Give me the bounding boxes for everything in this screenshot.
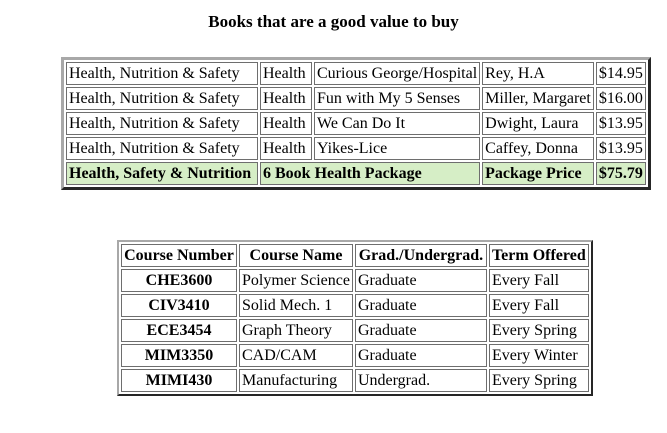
header-course-number: Course Number xyxy=(121,244,237,267)
book-title-cell: We Can Do It xyxy=(314,112,481,135)
book-author-cell: Miller, Margaret xyxy=(482,87,594,110)
course-number-cell: CIV3410 xyxy=(121,294,237,317)
course-term-cell: Every Spring xyxy=(488,319,589,342)
book-price-cell: $13.95 xyxy=(595,137,646,160)
course-number-cell: CHE3600 xyxy=(121,269,237,292)
course-level-cell: Graduate xyxy=(354,319,487,342)
book-category-cell: Health, Nutrition & Safety xyxy=(66,112,258,135)
page-title: Books that are a good value to buy xyxy=(208,12,459,31)
book-category-cell: Health, Nutrition & Safety xyxy=(66,62,258,85)
book-subject-cell: Health xyxy=(260,137,312,160)
courses-table-row: MIM3350 CAD/CAM Graduate Every Winter xyxy=(121,344,589,367)
course-term-cell: Every Spring xyxy=(488,369,589,392)
book-author-cell: Rey, H.A xyxy=(482,62,594,85)
course-name-cell: Polymer Science xyxy=(239,269,353,292)
book-category-cell: Health, Nutrition & Safety xyxy=(66,87,258,110)
course-name-cell: CAD/CAM xyxy=(239,344,353,367)
book-title-cell: Fun with My 5 Senses xyxy=(314,87,481,110)
book-price-cell: $16.00 xyxy=(595,87,646,110)
book-subject-cell: Health xyxy=(260,112,312,135)
book-subject-cell: Health xyxy=(260,62,312,85)
summary-price-cell: $75.79 xyxy=(595,162,646,185)
course-level-cell: Graduate xyxy=(354,269,487,292)
course-number-cell: MIM3350 xyxy=(121,344,237,367)
book-price-cell: $14.95 xyxy=(595,62,646,85)
course-level-cell: Graduate xyxy=(354,294,487,317)
summary-label-cell: Package Price xyxy=(482,162,594,185)
courses-table-header-row: Course Number Course Name Grad./Undergra… xyxy=(121,244,589,267)
books-table-summary-row: Health, Safety & Nutrition 6 Book Health… xyxy=(66,162,646,185)
course-level-cell: Undergrad. xyxy=(354,369,487,392)
book-title-cell: Yikes-Lice xyxy=(314,137,481,160)
header-term: Term Offered xyxy=(488,244,589,267)
summary-category-cell: Health, Safety & Nutrition xyxy=(66,162,258,185)
courses-table-row: CHE3600 Polymer Science Graduate Every F… xyxy=(121,269,589,292)
course-term-cell: Every Winter xyxy=(488,344,589,367)
course-term-cell: Every Fall xyxy=(488,269,589,292)
book-subject-cell: Health xyxy=(260,87,312,110)
book-title-cell: Curious George/Hospital xyxy=(314,62,481,85)
course-term-cell: Every Fall xyxy=(488,294,589,317)
books-table-row: Health, Nutrition & Safety Health Curiou… xyxy=(66,62,646,85)
course-name-cell: Solid Mech. 1 xyxy=(239,294,353,317)
book-price-cell: $13.95 xyxy=(595,112,646,135)
course-name-cell: Graph Theory xyxy=(239,319,353,342)
books-table-row: Health, Nutrition & Safety Health Yikes-… xyxy=(66,137,646,160)
course-number-cell: MIMI430 xyxy=(121,369,237,392)
courses-table: Course Number Course Name Grad./Undergra… xyxy=(117,240,593,396)
summary-package-cell: 6 Book Health Package xyxy=(260,162,481,185)
courses-table-row: CIV3410 Solid Mech. 1 Graduate Every Fal… xyxy=(121,294,589,317)
book-category-cell: Health, Nutrition & Safety xyxy=(66,137,258,160)
courses-table-row: MIMI430 Manufacturing Undergrad. Every S… xyxy=(121,369,589,392)
books-table: Health, Nutrition & Safety Health Curiou… xyxy=(61,57,651,190)
course-level-cell: Graduate xyxy=(354,344,487,367)
book-author-cell: Caffey, Donna xyxy=(482,137,594,160)
course-number-cell: ECE3454 xyxy=(121,319,237,342)
header-level: Grad./Undergrad. xyxy=(354,244,487,267)
header-course-name: Course Name xyxy=(239,244,353,267)
courses-table-row: ECE3454 Graph Theory Graduate Every Spri… xyxy=(121,319,589,342)
books-table-row: Health, Nutrition & Safety Health Fun wi… xyxy=(66,87,646,110)
book-author-cell: Dwight, Laura xyxy=(482,112,594,135)
course-name-cell: Manufacturing xyxy=(239,369,353,392)
books-table-row: Health, Nutrition & Safety Health We Can… xyxy=(66,112,646,135)
